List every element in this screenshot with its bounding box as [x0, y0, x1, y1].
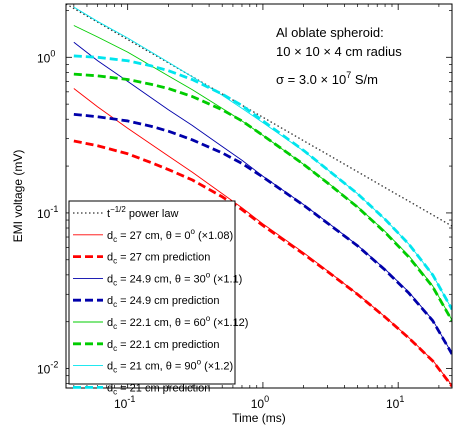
annotation-units: S/m	[351, 72, 378, 87]
annotation-line-2: 10 × 10 × 4 cm radius	[276, 44, 402, 59]
legend-label-6: dc = 22.1 cm prediction	[107, 339, 220, 353]
series-line-4	[73, 112, 452, 355]
legend-label-0: t−1/2 power law	[107, 205, 178, 220]
legend-label-3: dc = 24.9 cm, θ = 30o (×1.1)	[107, 270, 242, 287]
annotation-exponent: 7	[346, 70, 351, 80]
legend-label-2: dc = 27 cm prediction	[107, 252, 210, 266]
y-tick-label: 10-2	[37, 360, 58, 377]
series-line-6	[73, 72, 452, 322]
annotation-line-3: σ = 3.0 × 107 S/m	[276, 70, 378, 87]
legend-label-5: dc = 22.1 cm, θ = 60o (×1.12)	[107, 314, 248, 331]
y-tick-label: 10-1	[37, 204, 58, 221]
series-line-2	[73, 139, 452, 388]
x-axis-label: Time (ms)	[232, 411, 286, 425]
x-tick-label: 101	[386, 394, 404, 411]
series-layer	[66, 4, 452, 388]
plot-frame	[65, 3, 453, 389]
annotation-sigma-text: σ = 3.0 × 10	[276, 72, 346, 87]
series-line-5	[73, 25, 452, 321]
y-tick-label: 100	[37, 48, 55, 65]
x-tick-labels: 10-1 100 101	[114, 394, 404, 411]
y-axis-label: EMI voltage (mV)	[11, 150, 25, 243]
x-tick-label: 10-1	[114, 394, 135, 411]
x-tick-label: 100	[251, 394, 269, 411]
legend: t−1/2 power law dc = 27 cm, θ = 0o (×1.08…	[68, 200, 248, 396]
legend-label-8: dc = 21 cm prediction	[107, 382, 210, 396]
annotation-box: Al oblate spheroid: 10 × 10 × 4 cm radiu…	[276, 25, 402, 87]
legend-box	[68, 200, 236, 385]
annotation-line-1: Al oblate spheroid:	[276, 25, 384, 40]
y-tick-labels: 10-2 10-1 100	[37, 48, 58, 376]
series-line-7	[73, 6, 452, 310]
series-line-8	[73, 54, 452, 311]
legend-label-1: dc = 27 cm, θ = 0o (×1.08)	[107, 227, 233, 244]
legend-label-7: dc = 21 cm, θ = 90o (×1.2)	[107, 358, 233, 375]
legend-label-4: dc = 24.9 cm prediction	[107, 295, 220, 309]
